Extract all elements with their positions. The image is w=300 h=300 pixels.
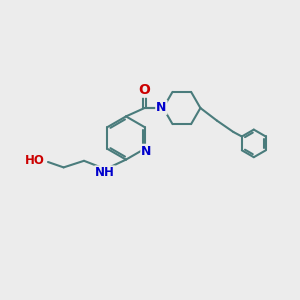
Text: HO: HO xyxy=(25,154,44,167)
Text: N: N xyxy=(156,101,167,114)
Text: NH: NH xyxy=(95,166,115,179)
Text: N: N xyxy=(141,145,152,158)
Text: O: O xyxy=(139,83,151,97)
